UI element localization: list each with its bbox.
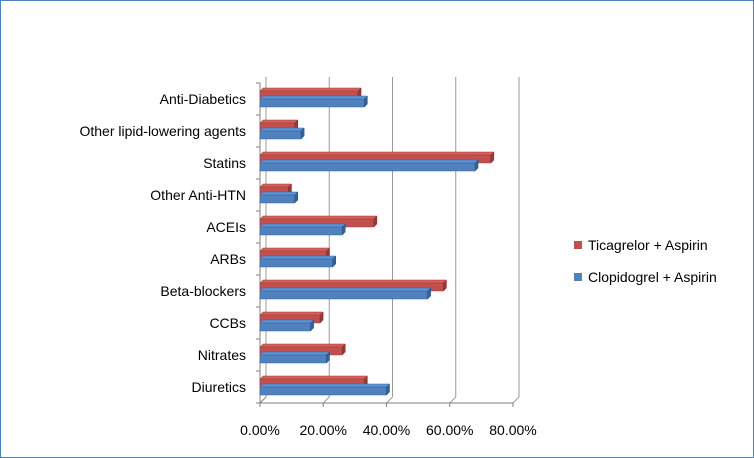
bar: [259, 247, 331, 260]
category-label: Statins: [203, 155, 246, 171]
category-labels: Anti-Diabetics Other lipid-lowering agent…: [79, 91, 246, 395]
x-tick-labels: 0.00% 20.00% 40.00% 60.00% 80.00%: [240, 422, 537, 438]
x-tick-label: 20.00%: [300, 422, 347, 438]
bar: [259, 87, 362, 100]
category-label: Beta-blockers: [160, 283, 246, 299]
gridline-floor: [512, 396, 520, 404]
bar: [259, 351, 331, 364]
bar: [259, 127, 305, 140]
bar: [259, 255, 337, 268]
gridline-floor: [386, 396, 393, 404]
x-tick-label: 40.00%: [363, 422, 410, 438]
category-label: Anti-Diabetics: [160, 91, 246, 107]
bars: [259, 87, 495, 396]
gridline-floor: [449, 396, 457, 404]
bar: [259, 95, 368, 108]
category-label: Diuretics: [192, 379, 246, 395]
category-label: ARBs: [210, 251, 246, 267]
bar: [259, 287, 432, 300]
x-tick-label: 60.00%: [426, 422, 473, 438]
legend: Ticagrelor + Aspirin Clopidogrel + Aspiri…: [574, 237, 717, 285]
bar: [259, 215, 378, 228]
bar: [259, 343, 346, 356]
x-tick-label: 0.00%: [240, 422, 280, 438]
bar: [259, 311, 324, 324]
gridline-floor: [322, 396, 330, 404]
bar: [259, 223, 346, 236]
bar: [259, 319, 315, 332]
bar: [259, 191, 299, 204]
category-label: CCBs: [209, 315, 246, 331]
legend-label: Clopidogrel + Aspirin: [588, 269, 717, 285]
category-label: ACEIs: [206, 219, 246, 235]
legend-swatch: [574, 273, 582, 281]
bar: [259, 383, 391, 396]
legend-swatch: [574, 241, 582, 249]
category-label: Other lipid-lowering agents: [79, 123, 246, 139]
bar: [259, 279, 448, 292]
gridlines: [322, 77, 520, 404]
bar: [259, 183, 293, 196]
category-label: Other Anti-HTN: [150, 187, 246, 203]
x-tick-label: 80.00%: [489, 422, 536, 438]
legend-label: Ticagrelor + Aspirin: [588, 237, 708, 253]
bar: [259, 159, 479, 172]
axis-depth-edge: [259, 396, 267, 404]
category-label: Nitrates: [198, 347, 246, 363]
